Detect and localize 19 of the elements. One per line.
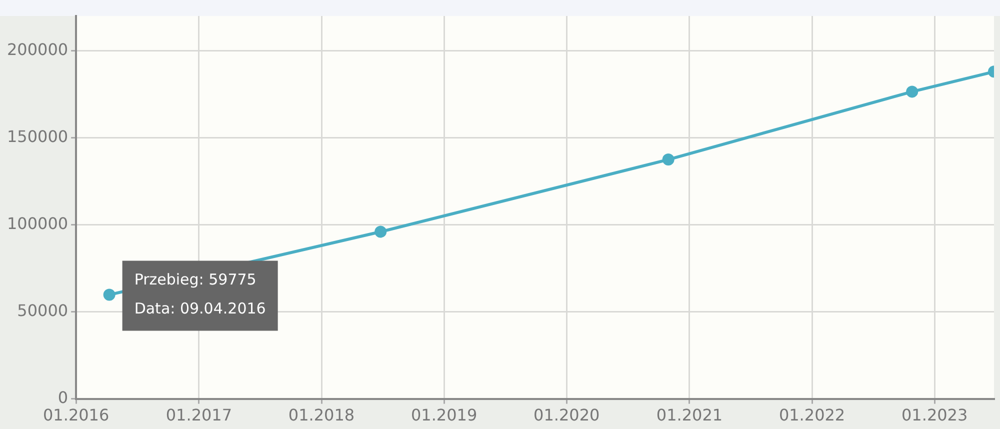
y-tick-label: 100000 [7,214,68,233]
x-tick-label: 01.2021 [656,406,723,425]
x-tick-label: 01.2019 [410,406,478,425]
point [662,154,674,166]
x-tick-label: 01.2016 [42,406,110,425]
x-tick-label: 01.2020 [534,406,600,425]
y-tick-label: 0 [58,388,68,407]
x-tick-label: 01.2023 [901,406,968,425]
x-tick-label: 01.2017 [166,406,232,425]
point [374,226,387,238]
annotation: Przebieg: 59775 [134,270,256,289]
y-tick-label: 200000 [7,40,68,59]
x-tick-label: 01.2018 [288,406,355,425]
y-tick-label: 150000 [7,126,68,146]
y-tick-label: 50000 [17,300,68,320]
point [906,86,918,98]
x-tick-label: 01.2022 [778,406,846,425]
point [103,288,116,301]
annotation: Data: 09.04.2016 [134,300,266,318]
